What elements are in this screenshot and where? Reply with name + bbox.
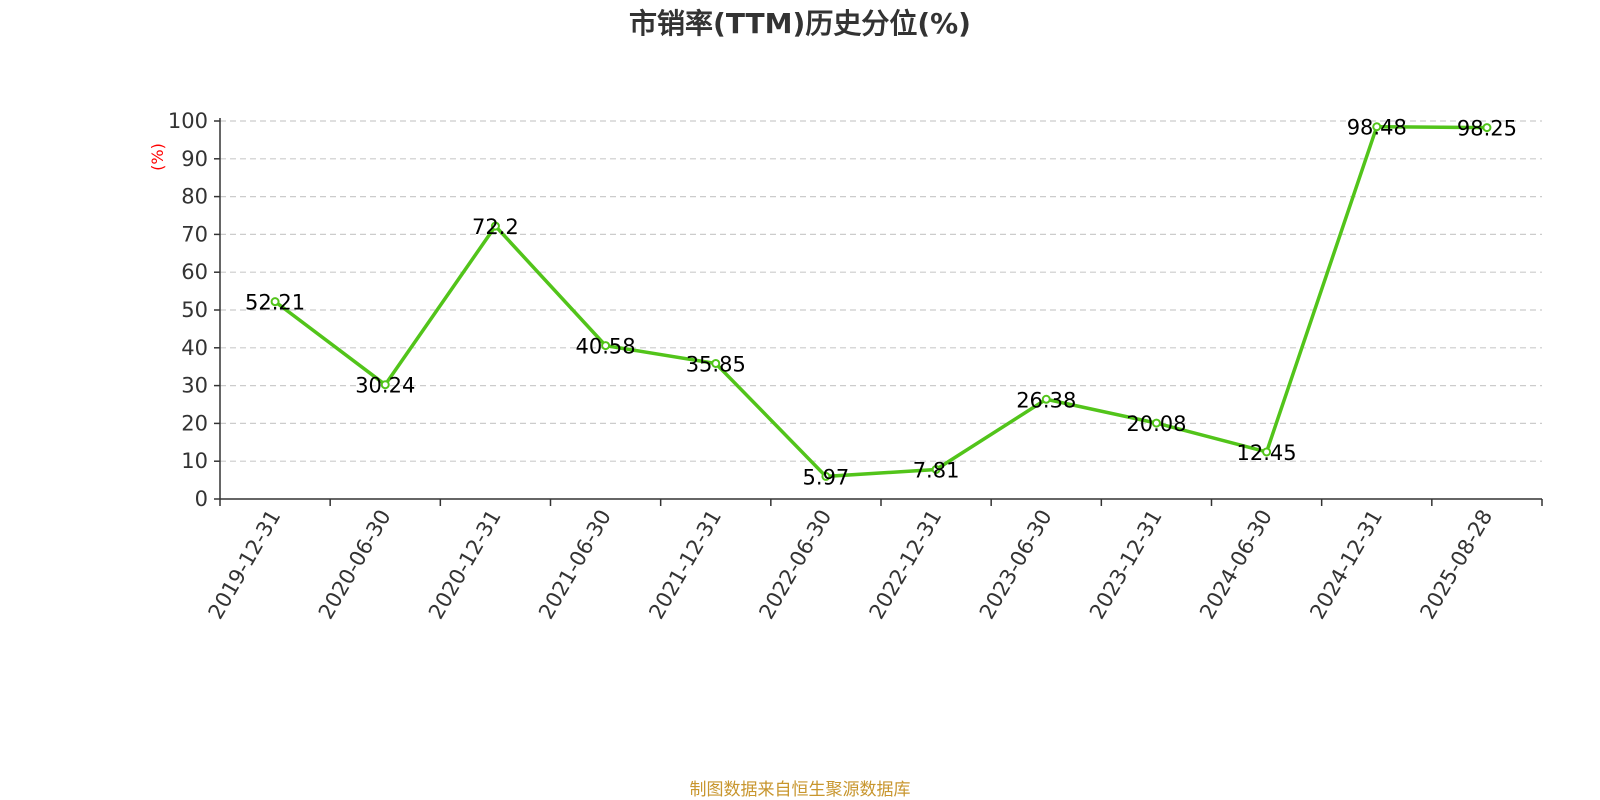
x-tick-label: 2022-12-31 [865, 506, 947, 624]
x-tick-label: 2020-12-31 [424, 506, 506, 624]
x-tick-label: 2023-12-31 [1085, 506, 1167, 624]
x-tick-label: 2022-06-30 [754, 506, 836, 624]
data-point [931, 464, 941, 474]
x-tick-label: 2021-12-31 [644, 506, 726, 624]
data-point [1262, 447, 1272, 457]
data-point [711, 358, 721, 368]
data-point [1041, 394, 1051, 404]
y-axis-label: (%) [148, 143, 167, 171]
data-point [490, 221, 500, 231]
data-point [821, 471, 831, 481]
data-label: 26.38 [1016, 388, 1076, 412]
data-point [1151, 418, 1161, 428]
x-tick-label: 2024-06-30 [1195, 506, 1277, 624]
y-tick-label: 10 [181, 449, 208, 473]
y-tick-label: 60 [181, 260, 208, 284]
data-label: 30.24 [355, 374, 415, 398]
data-point [1482, 123, 1492, 133]
data-label: 72.2 [472, 215, 519, 239]
x-tick-label: 2021-06-30 [534, 506, 616, 624]
data-series [270, 122, 1492, 481]
data-label: 7.81 [913, 458, 960, 482]
y-tick-label: 100 [168, 109, 208, 133]
data-point [601, 341, 611, 351]
x-tick-label: 2019-12-31 [204, 506, 286, 624]
y-tick-label: 30 [181, 374, 208, 398]
x-tick-label: 2020-06-30 [314, 506, 396, 624]
x-tick-label: 2025-08-28 [1415, 506, 1497, 624]
data-point [270, 297, 280, 307]
y-tick-label: 20 [181, 411, 208, 435]
data-label: 35.85 [686, 352, 746, 376]
data-label: 12.45 [1237, 441, 1297, 465]
data-point [1372, 122, 1382, 132]
data-labels: 52.21 30.24 72.2 40.58 35.85 5.97 7.81 26.38 20.… [245, 116, 1517, 490]
y-tick-label: 70 [181, 222, 208, 246]
data-label: 98.25 [1457, 117, 1517, 141]
data-point [380, 380, 390, 390]
data-label: 40.58 [576, 335, 636, 359]
y-tick-label: 0 [195, 487, 208, 511]
x-tick-label: 2023-06-30 [975, 506, 1057, 624]
y-tick-label: 50 [181, 298, 208, 322]
data-label: 5.97 [803, 465, 850, 489]
y-tick-label: 90 [181, 147, 208, 171]
axes: 0 10 20 30 40 50 60 70 80 90 100(%) 2019-12-31 2020-… [148, 109, 1543, 624]
series-line [274, 124, 1487, 479]
x-tick-label: 2024-12-31 [1305, 506, 1387, 624]
chart-title: 市销率(TTM)历史分位(%) [629, 7, 971, 40]
data-label: 20.08 [1126, 412, 1186, 436]
data-label: 98.48 [1347, 116, 1407, 140]
grid-lines [220, 120, 1542, 462]
y-tick-label: 80 [181, 185, 208, 209]
y-tick-label: 40 [181, 336, 208, 360]
source-note: 制图数据来自恒生聚源数据库 [689, 780, 911, 800]
data-label: 52.21 [245, 291, 305, 315]
